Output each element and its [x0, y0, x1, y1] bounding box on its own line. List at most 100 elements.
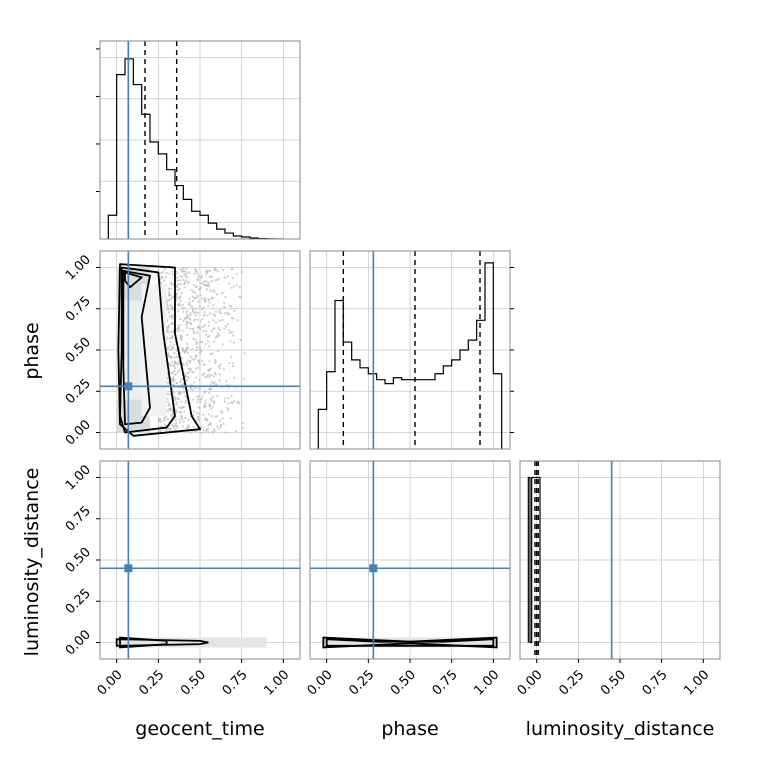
sample-point	[175, 298, 178, 301]
sample-point	[175, 284, 178, 288]
sample-point	[233, 400, 236, 403]
truth-marker	[124, 382, 133, 391]
sample-point	[192, 358, 195, 361]
sample-point	[197, 416, 200, 419]
sample-point	[183, 410, 186, 413]
sample-point	[176, 371, 179, 374]
sample-point	[200, 350, 203, 353]
sample-point	[178, 287, 181, 291]
sample-point	[235, 273, 238, 276]
sample-point	[206, 314, 209, 317]
contour	[119, 266, 176, 434]
sample-point	[202, 330, 205, 333]
y-axis-label-luminosity_distance: luminosity_distance	[21, 468, 43, 657]
sample-point	[174, 361, 177, 365]
sample-point	[204, 399, 207, 402]
truth-marker	[124, 564, 133, 573]
sample-point	[166, 299, 169, 302]
sample-point	[187, 303, 190, 306]
sample-point	[191, 309, 194, 313]
density-block	[116, 637, 267, 648]
sample-point	[213, 313, 216, 316]
sample-point	[208, 275, 212, 279]
sample-point	[209, 397, 212, 400]
contour	[115, 638, 209, 647]
density-geocent_time-phase	[116, 263, 246, 437]
sample-point	[178, 330, 181, 333]
sample-point	[228, 304, 231, 307]
sample-point	[162, 270, 165, 273]
sample-point	[202, 363, 205, 366]
sample-point	[196, 398, 200, 401]
sample-point	[221, 291, 224, 295]
sample-point	[167, 294, 171, 297]
sample-point	[236, 319, 239, 322]
sample-point	[173, 399, 176, 402]
sample-point	[214, 336, 217, 340]
sample-point	[182, 319, 185, 323]
sample-point	[207, 324, 210, 327]
sample-point	[214, 415, 217, 418]
sample-point	[198, 418, 201, 421]
sample-point	[172, 330, 175, 333]
sample-point	[243, 351, 246, 355]
sample-point	[176, 288, 179, 292]
sample-point	[180, 338, 183, 342]
sample-point	[190, 322, 193, 326]
sample-point	[232, 341, 236, 344]
sample-point	[230, 331, 233, 334]
sample-point	[187, 321, 191, 324]
sample-point	[218, 319, 221, 322]
sample-point	[229, 417, 232, 420]
sample-point	[158, 421, 162, 424]
sample-point	[177, 398, 180, 401]
sample-point	[181, 303, 184, 306]
sample-point	[169, 364, 172, 367]
sample-point	[171, 314, 174, 317]
sample-point	[231, 276, 234, 280]
sample-point	[230, 395, 233, 398]
sample-point	[202, 306, 205, 309]
sample-point	[192, 381, 195, 384]
sample-point	[178, 327, 181, 330]
sample-point	[226, 313, 230, 316]
sample-point	[236, 400, 239, 403]
sample-point	[193, 318, 196, 321]
sample-point	[215, 383, 218, 386]
sample-point	[213, 267, 216, 270]
sample-point	[182, 363, 185, 366]
sample-point	[179, 283, 182, 286]
sample-point	[201, 340, 204, 343]
sample-point	[177, 406, 180, 409]
sample-point	[178, 297, 181, 300]
sample-point	[178, 421, 181, 424]
panel-frame	[99, 40, 301, 240]
sample-point	[194, 314, 197, 317]
sample-point	[183, 286, 186, 289]
sample-point	[203, 324, 206, 327]
sample-point	[209, 422, 212, 426]
sample-point	[218, 419, 222, 423]
sample-point	[206, 428, 209, 431]
sample-point	[205, 280, 208, 283]
sample-point	[207, 320, 210, 324]
sample-point	[184, 372, 187, 375]
sample-point	[198, 305, 201, 308]
sample-point	[175, 295, 178, 299]
sample-point	[184, 416, 187, 419]
sample-point	[195, 412, 199, 415]
sample-point	[179, 337, 182, 340]
sample-point	[165, 271, 168, 275]
sample-point	[204, 329, 208, 333]
sample-point	[229, 331, 232, 335]
sample-point	[175, 355, 178, 359]
sample-point	[204, 430, 207, 433]
sample-point	[169, 304, 172, 307]
sample-point	[168, 403, 171, 406]
sample-point	[217, 427, 220, 430]
sample-point	[187, 371, 190, 374]
sample-point	[218, 379, 221, 382]
sample-point	[169, 297, 172, 300]
sample-point	[179, 411, 182, 414]
sample-point	[203, 391, 206, 395]
